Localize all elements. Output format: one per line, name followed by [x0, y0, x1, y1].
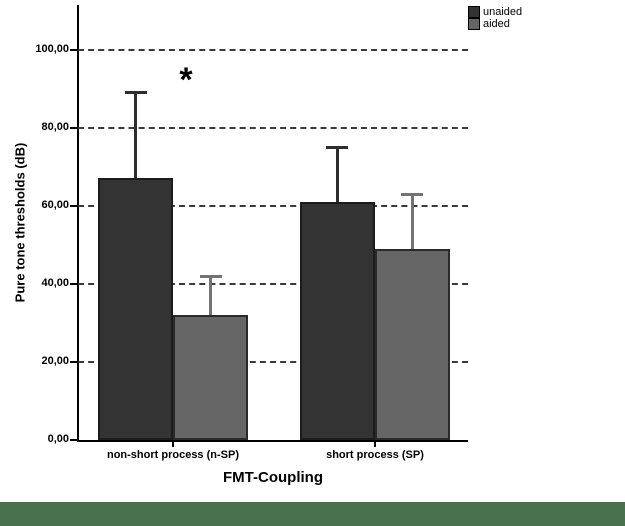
- gridline: [78, 360, 468, 363]
- x-category-label-sp: short process (SP): [326, 449, 424, 461]
- y-tick-mark: [70, 204, 78, 207]
- gridline: [78, 282, 468, 285]
- y-tick-label: 80,00: [41, 120, 69, 133]
- x-category-label-nsp: non-short process (n-SP): [106, 449, 239, 461]
- y-tick-label: 40,00: [41, 276, 69, 289]
- bar-unaided-0: [98, 178, 173, 440]
- error-cap-aided-0: [199, 274, 222, 278]
- error-whisker-aided-1: [410, 193, 414, 249]
- gridline: [78, 48, 468, 51]
- x-axis-line: [77, 440, 468, 442]
- y-tick-label: 60,00: [41, 198, 69, 211]
- error-whisker-unaided-0: [134, 92, 137, 179]
- y-tick-mark: [70, 360, 78, 363]
- bar-aided-0: [173, 315, 248, 440]
- unaided-swatch-icon: [468, 6, 480, 18]
- footer-green-bar: [0, 502, 625, 526]
- legend-item-aided: aided: [468, 18, 522, 30]
- gridline: [78, 126, 468, 129]
- x-tick-mark: [373, 442, 376, 447]
- bar-unaided-1: [299, 201, 375, 440]
- y-tick-mark: [70, 48, 78, 51]
- legend-label-aided: aided: [483, 18, 510, 30]
- x-tick-mark: [172, 442, 174, 447]
- error-cap-aided-1: [401, 192, 423, 196]
- x-axis-title: FMT-Coupling: [223, 469, 323, 486]
- y-tick-mark: [70, 282, 78, 285]
- y-tick-label: 100,00: [35, 42, 69, 55]
- y-tick-label: 20,00: [41, 354, 69, 367]
- error-whisker-unaided-1: [335, 147, 339, 202]
- y-tick-label: 0,00: [47, 433, 69, 445]
- legend: unaided aided: [468, 6, 522, 30]
- gridline: [78, 204, 468, 207]
- aided-swatch-icon: [468, 18, 480, 30]
- y-axis-title: Pure tone thresholds (dB): [12, 142, 28, 303]
- significance-asterisk: *: [179, 61, 193, 99]
- bar-aided-1: [374, 248, 450, 440]
- legend-label-unaided: unaided: [483, 6, 523, 18]
- legend-item-unaided: unaided: [468, 6, 522, 18]
- error-whisker-aided-0: [209, 275, 212, 316]
- y-axis-line: [77, 5, 79, 442]
- y-tick-mark: [70, 126, 78, 129]
- error-cap-unaided-1: [326, 146, 348, 150]
- y-tick-mark: [70, 439, 78, 441]
- error-cap-unaided-0: [124, 91, 147, 95]
